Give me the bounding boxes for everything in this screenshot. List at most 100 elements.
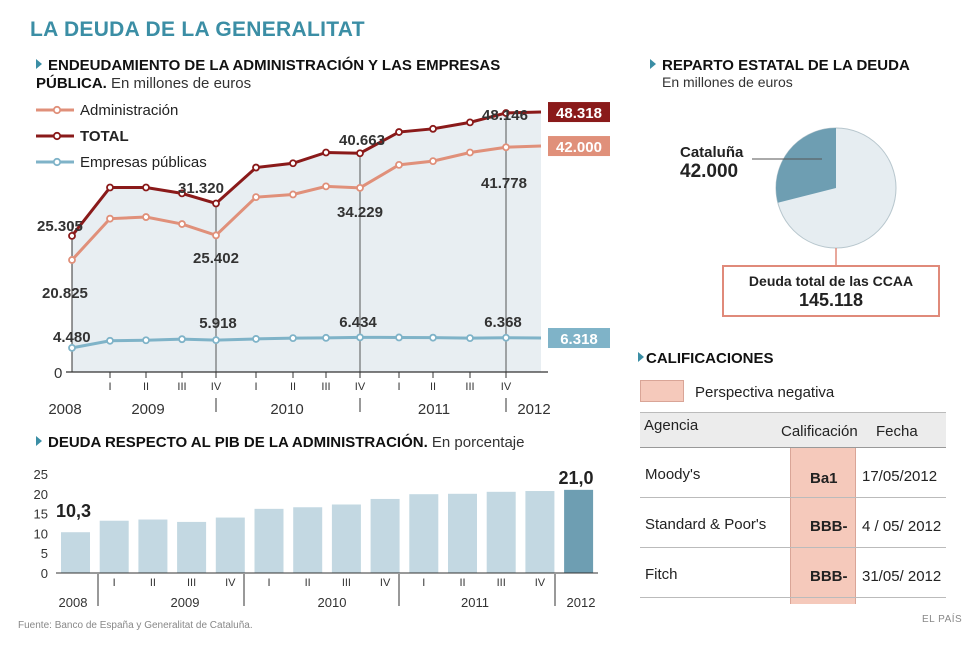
y-zero-label: 0 [54, 365, 62, 382]
data-point-administracion [322, 182, 330, 191]
data-point-total [466, 118, 474, 127]
agency-cell: Fitch [645, 566, 678, 583]
data-point-total [106, 183, 114, 192]
x-tick-label: III [342, 577, 351, 589]
bar [215, 517, 245, 573]
data-point-administracion [395, 160, 403, 169]
y-tick-label: 25 [34, 467, 48, 482]
data-label: 34.229 [337, 204, 383, 221]
x-tick-label: II [430, 381, 436, 393]
y-tick-label: 15 [34, 507, 48, 522]
data-point-empresas [322, 333, 330, 342]
data-point-empresas [68, 343, 76, 352]
data-point-administracion [106, 214, 114, 223]
header-agency: Agencia [644, 417, 699, 434]
bar [61, 532, 90, 573]
data-label: 4.480 [53, 329, 91, 346]
pie-slice-cataluna [776, 128, 836, 203]
legend-marker [52, 105, 62, 115]
x-tick-label: I [397, 381, 400, 393]
data-point-total [289, 159, 297, 168]
agency-cell: Moody's [645, 466, 701, 483]
end-label-box [548, 136, 610, 157]
x-tick-label: I [422, 577, 425, 589]
series-line-administracion [70, 144, 542, 261]
bullet-icon [638, 352, 644, 362]
data-point-empresas [106, 336, 114, 345]
date-cell: 4 / 05/ 2012 [862, 518, 942, 535]
x-year-label: 2010 [270, 401, 303, 418]
pie-slice-value: 42.000 [680, 161, 738, 182]
data-point-administracion [356, 183, 364, 192]
page-title: LA DEUDA DE LA GENERALITAT [30, 18, 365, 41]
bar [99, 520, 129, 573]
bar [409, 494, 439, 573]
legend-label: TOTAL [80, 128, 129, 145]
y-tick-label: 10 [34, 526, 48, 541]
data-point-total [178, 189, 186, 198]
data-point-empresas [289, 334, 297, 343]
y-tick-label: 5 [41, 546, 48, 561]
data-point-total [395, 128, 403, 136]
data-point-total [142, 183, 150, 192]
x-tick-label: IV [535, 577, 546, 589]
data-point-administracion [212, 231, 220, 240]
data-point-administracion [502, 143, 510, 152]
ratings-title: CALIFICACIONES [638, 350, 774, 368]
agency-cell: Standard & Poor's [645, 516, 767, 533]
rating-column-shade [790, 448, 856, 604]
data-point-empresas [395, 333, 403, 342]
data-point-total [322, 148, 330, 157]
negative-outlook-swatch [640, 380, 684, 402]
data-point-empresas [429, 333, 437, 342]
bullet-icon [650, 59, 656, 69]
line-chart-title: ENDEUDAMIENTO DE LA ADMINISTRACIÓN Y LAS… [36, 57, 500, 93]
brand-mark: EL PAÍS [922, 614, 963, 625]
total-debt-box: Deuda total de las CCAA 145.118 [722, 265, 940, 317]
ratings-title-text: CALIFICACIONES [646, 350, 774, 367]
data-point-administracion [429, 157, 437, 166]
legend-marker [52, 131, 62, 141]
rating-cell: Ba1 [810, 470, 838, 487]
header-date: Fecha [876, 423, 918, 440]
data-point-total [429, 124, 437, 133]
bar [138, 519, 168, 573]
table-header: Agencia Calificación Fecha [640, 412, 946, 448]
y-tick-label: 20 [34, 487, 48, 502]
table-row: Fitch BBB- 31/05/ 2012 [640, 548, 946, 598]
x-tick-label: I [113, 577, 116, 589]
line-chart-area [72, 112, 541, 372]
date-cell: 31/05/ 2012 [862, 568, 942, 585]
line-chart-title-line2: PÚBLICA. [36, 75, 107, 92]
data-point-administracion [252, 193, 260, 202]
bar [293, 507, 323, 573]
x-tick-label: IV [501, 381, 512, 393]
data-point-empresas [212, 336, 220, 345]
total-debt-label: Deuda total de las CCAA [748, 273, 914, 289]
data-point-total [502, 109, 510, 117]
x-tick-label: I [267, 577, 270, 589]
data-point-empresas [466, 334, 474, 343]
bar-chart-title-text: DEUDA RESPECTO AL PIB DE LA ADMINISTRACI… [48, 434, 428, 451]
line-chart-title-line1: ENDEUDAMIENTO DE LA ADMINISTRACIÓN Y LAS… [48, 57, 501, 74]
x-tick-label: III [465, 381, 474, 393]
x-tick-label: IV [380, 577, 391, 589]
x-tick-label: I [108, 381, 111, 393]
pie-chart-title-text: REPARTO ESTATAL DE LA DEUDA [662, 57, 910, 74]
bar [177, 521, 207, 573]
data-point-empresas [142, 336, 150, 345]
x-tick-label: III [321, 381, 330, 393]
bar [448, 493, 477, 573]
data-point-total [68, 231, 76, 240]
data-label: 25.402 [193, 250, 239, 267]
legend-label: Empresas públicas [80, 154, 207, 171]
bar [370, 498, 400, 573]
series-line-empresas [71, 335, 542, 350]
x-tick-label: I [254, 381, 257, 393]
data-label: 40.663 [339, 132, 385, 149]
negative-outlook-label: Perspectiva negativa [695, 384, 835, 401]
x-year-label: 2009 [171, 595, 200, 610]
